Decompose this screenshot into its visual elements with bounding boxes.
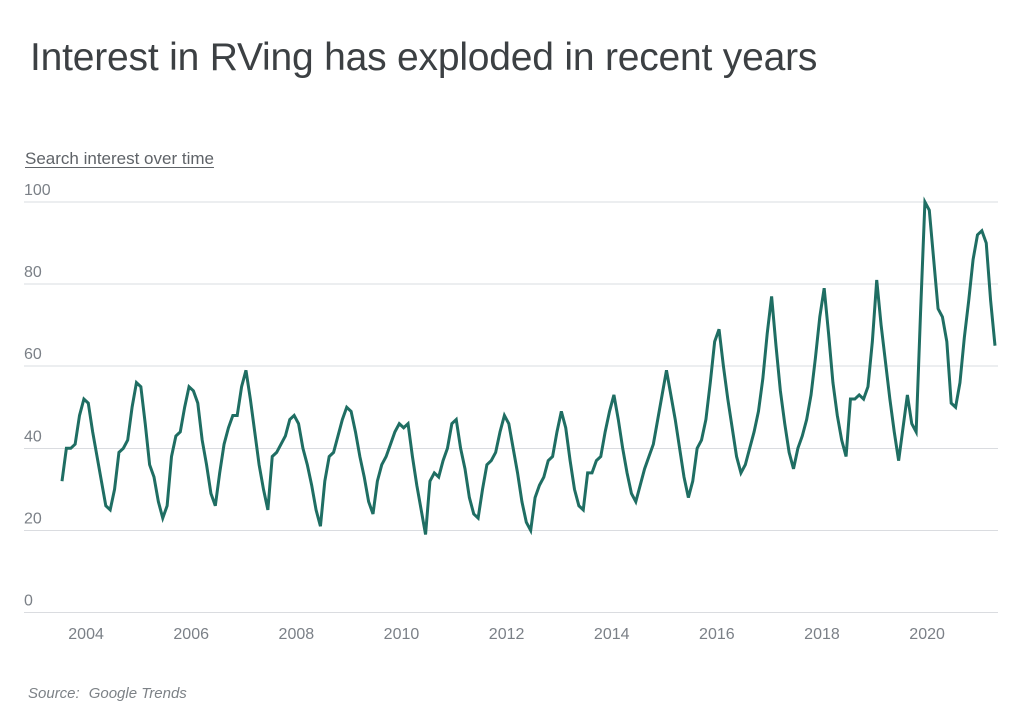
x-tick-label-2008: 2008	[279, 626, 315, 643]
x-tick-label-2018: 2018	[804, 626, 840, 643]
y-tick-label-60: 60	[24, 346, 42, 363]
chart-title: Interest in RVing has exploded in recent…	[30, 36, 818, 79]
x-tick-label-2020: 2020	[909, 626, 945, 643]
x-tick-label-2006: 2006	[173, 626, 209, 643]
y-tick-label-100: 100	[24, 182, 51, 199]
x-tick-label-2014: 2014	[594, 626, 630, 643]
x-tick-label-2004: 2004	[68, 626, 104, 643]
x-tick-label-2016: 2016	[699, 626, 735, 643]
chart-subtitle: Search interest over time	[25, 149, 214, 168]
y-tick-label-40: 40	[24, 428, 42, 445]
y-tick-label-80: 80	[24, 264, 42, 281]
x-tick-label-2012: 2012	[489, 626, 525, 643]
y-tick-label-20: 20	[24, 510, 42, 527]
x-tick-label-2010: 2010	[384, 626, 420, 643]
source-line: Source: Google Trends	[28, 685, 187, 702]
y-tick-label-0: 0	[24, 593, 33, 610]
trend-line-search-interest-rving-	[60, 196, 997, 536]
source-label: Source:	[28, 685, 80, 702]
source-value: Google Trends	[88, 685, 187, 702]
